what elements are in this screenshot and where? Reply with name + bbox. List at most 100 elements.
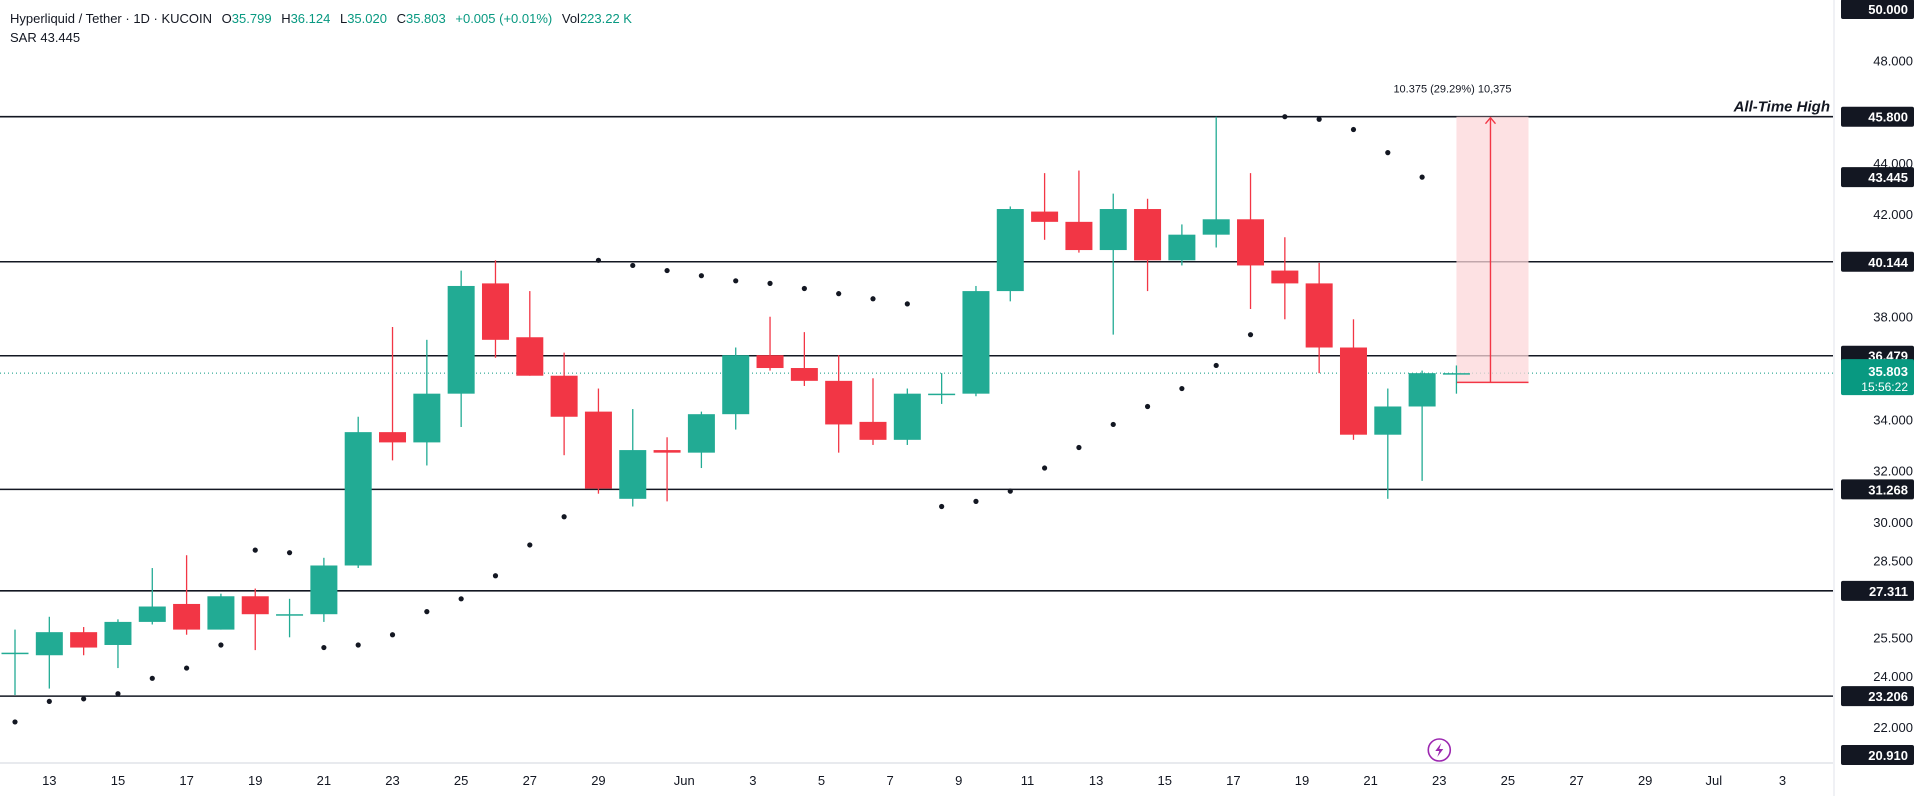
time-tick-label: 17: [179, 773, 193, 788]
candle-body: [1202, 219, 1230, 235]
price-range-measure[interactable]: 10.375 (29.29%) 10,375: [1393, 84, 1529, 384]
candle[interactable]: [173, 555, 201, 635]
sar-dot: [1076, 444, 1082, 451]
sar-dot: [1144, 403, 1151, 410]
candle[interactable]: [859, 378, 887, 445]
symbol-title[interactable]: Hyperliquid / Tether · 1D · KUCOIN: [10, 11, 213, 26]
candle[interactable]: [619, 409, 647, 507]
candle[interactable]: [687, 411, 715, 469]
candle-body: [1, 652, 29, 655]
close-label: C: [396, 11, 406, 26]
candle[interactable]: [1339, 319, 1367, 440]
candle[interactable]: [790, 332, 818, 386]
candle[interactable]: [825, 355, 853, 453]
candle-body: [687, 414, 715, 453]
candle[interactable]: [310, 557, 338, 622]
hline-tag-45.800-label: 45.800: [1868, 110, 1908, 125]
candle[interactable]: [962, 285, 990, 397]
sar-indicator-legend[interactable]: SAR 43.445: [10, 28, 80, 47]
candle[interactable]: [344, 416, 372, 569]
time-tick-label: 17: [1226, 773, 1240, 788]
candle-body: [1099, 209, 1127, 251]
open-label: O: [221, 11, 232, 26]
time-tick-label: 19: [1295, 773, 1309, 788]
candle[interactable]: [1374, 388, 1402, 499]
candle[interactable]: [928, 373, 956, 404]
candle[interactable]: [379, 326, 407, 461]
candle[interactable]: [584, 388, 612, 494]
sar-dot: [1419, 174, 1425, 180]
candles[interactable]: [1, 116, 1470, 695]
sar-dot: [973, 498, 979, 504]
sar-dot: [1179, 385, 1185, 392]
measure-range-box[interactable]: [1456, 116, 1529, 383]
candle[interactable]: [1134, 198, 1162, 292]
candle[interactable]: [138, 568, 166, 625]
axis-top-label: 50.000: [1868, 2, 1908, 17]
sar-dot: [527, 542, 533, 548]
candle[interactable]: [1031, 173, 1059, 240]
candle-body: [1031, 211, 1059, 222]
candle[interactable]: [447, 270, 475, 428]
sar-dot: [630, 262, 636, 269]
price-tick-label: 32.000: [1873, 464, 1913, 479]
candle[interactable]: [35, 616, 63, 689]
price-tick-label: 30.000: [1873, 515, 1913, 530]
candle[interactable]: [1408, 370, 1436, 481]
sar-dot: [321, 644, 327, 651]
candle[interactable]: [104, 619, 132, 669]
candle[interactable]: [1099, 193, 1127, 335]
candle[interactable]: [1271, 237, 1299, 320]
candle[interactable]: [276, 598, 304, 638]
volume-value: 223.22 K: [579, 11, 632, 26]
candle-body: [276, 614, 304, 616]
hline-tag-31.268-label: 31.268: [1868, 482, 1908, 497]
time-tick-label: 3: [1779, 773, 1786, 788]
candle[interactable]: [1, 629, 29, 695]
time-tick-label: 15: [1157, 773, 1171, 788]
sar-dot: [1350, 126, 1357, 133]
candle[interactable]: [241, 588, 269, 651]
candle[interactable]: [516, 291, 544, 376]
candle[interactable]: [893, 388, 921, 445]
time-tick-label: 19: [248, 773, 262, 788]
candle[interactable]: [1168, 224, 1196, 266]
sar-dot: [12, 719, 18, 725]
candle-body: [1305, 283, 1333, 348]
time-tick-label: 5: [818, 773, 825, 788]
candle[interactable]: [1202, 116, 1230, 248]
lightning-event-icon[interactable]: [1427, 738, 1452, 762]
time-tick-label: 21: [317, 773, 331, 788]
time-tick-label: Jul: [1706, 773, 1723, 788]
candle-body: [1442, 373, 1470, 375]
candle-body: [1134, 209, 1162, 261]
time-axis[interactable]: 13 15 17 19 21 23 25 27 29 Jun 3 5 7 9 11 13 15 17 19 21 23 2…: [0, 762, 1833, 788]
candle[interactable]: [70, 627, 98, 656]
sar-dot: [836, 291, 842, 297]
candle[interactable]: [550, 352, 578, 456]
sar-dot: [252, 547, 258, 553]
price-axis[interactable]: 48.00044.00042.00038.00034.00032.00030.0…: [1833, 0, 1914, 796]
candle[interactable]: [722, 347, 750, 430]
candle-body: [825, 380, 853, 425]
candle[interactable]: [653, 437, 681, 502]
candle[interactable]: [1442, 365, 1470, 394]
time-tick-label: 3: [749, 773, 756, 788]
candle[interactable]: [756, 316, 784, 371]
candle[interactable]: [1305, 262, 1333, 374]
sar-dot: [286, 550, 293, 556]
time-tick-label: 29: [1638, 773, 1652, 788]
candle[interactable]: [207, 593, 235, 630]
candle[interactable]: [481, 260, 509, 358]
last-price-box: [1841, 359, 1914, 396]
candle[interactable]: [996, 206, 1024, 302]
candle[interactable]: [1237, 173, 1265, 310]
candle[interactable]: [413, 339, 441, 466]
hline-tag-40.144-box: [1841, 251, 1914, 272]
time-tick-label: 23: [1432, 773, 1446, 788]
last-price-label: 35.803: [1868, 364, 1908, 379]
sar-tag-box: [1841, 167, 1914, 188]
candle[interactable]: [1065, 170, 1093, 253]
sar-dot: [492, 573, 499, 579]
